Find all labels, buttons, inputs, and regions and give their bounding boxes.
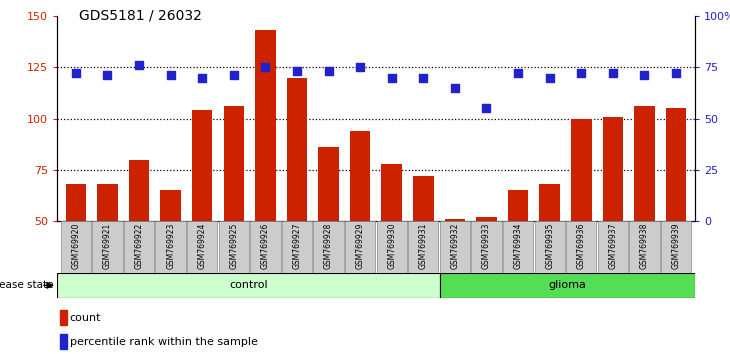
Text: GSM769932: GSM769932 xyxy=(450,223,459,269)
Point xyxy=(196,75,208,80)
Text: GSM769920: GSM769920 xyxy=(72,223,80,269)
Point xyxy=(70,70,82,76)
Bar xyxy=(255,30,276,221)
Text: GSM769938: GSM769938 xyxy=(640,223,649,269)
Bar xyxy=(57,273,439,298)
Text: GSM769924: GSM769924 xyxy=(198,223,207,269)
Text: percentile rank within the sample: percentile rank within the sample xyxy=(69,337,258,347)
Bar xyxy=(377,221,407,273)
Text: GSM769929: GSM769929 xyxy=(356,223,365,269)
Bar xyxy=(250,221,280,273)
Text: GSM769939: GSM769939 xyxy=(672,223,680,269)
Bar xyxy=(97,184,118,221)
Bar xyxy=(282,221,312,273)
Point xyxy=(670,70,682,76)
Bar xyxy=(439,273,695,298)
Bar xyxy=(445,219,465,221)
Point xyxy=(480,105,492,111)
Bar xyxy=(155,221,186,273)
Point xyxy=(260,64,272,70)
Bar xyxy=(661,221,691,273)
Bar xyxy=(287,78,307,221)
Text: GSM769925: GSM769925 xyxy=(229,223,238,269)
Point xyxy=(133,62,145,68)
Text: count: count xyxy=(69,313,101,323)
Point xyxy=(228,73,239,78)
Text: GSM769936: GSM769936 xyxy=(577,223,585,269)
Bar xyxy=(413,176,434,221)
Bar xyxy=(318,147,339,221)
Bar xyxy=(629,221,660,273)
Point xyxy=(386,75,398,80)
Bar xyxy=(508,190,529,221)
Bar xyxy=(128,160,150,221)
Bar xyxy=(161,190,181,221)
Text: GSM769927: GSM769927 xyxy=(293,223,301,269)
Point xyxy=(291,69,303,74)
Bar xyxy=(503,221,533,273)
Bar xyxy=(598,221,628,273)
Point xyxy=(575,70,587,76)
Point xyxy=(165,73,177,78)
Bar xyxy=(666,108,686,221)
Bar xyxy=(350,131,370,221)
Bar xyxy=(92,221,123,273)
Text: GSM769930: GSM769930 xyxy=(387,223,396,269)
Text: GSM769926: GSM769926 xyxy=(261,223,270,269)
Point xyxy=(544,75,556,80)
Point xyxy=(607,70,619,76)
Text: control: control xyxy=(229,280,268,290)
Bar xyxy=(345,221,375,273)
Point xyxy=(639,73,650,78)
Bar xyxy=(534,221,565,273)
Bar xyxy=(472,221,502,273)
Point xyxy=(101,73,113,78)
Text: GSM769933: GSM769933 xyxy=(482,223,491,269)
Bar xyxy=(602,116,623,221)
Text: glioma: glioma xyxy=(548,280,586,290)
Text: GSM769922: GSM769922 xyxy=(134,223,144,269)
Bar xyxy=(566,221,596,273)
Bar xyxy=(66,184,86,221)
Text: GSM769921: GSM769921 xyxy=(103,223,112,269)
Bar xyxy=(382,164,402,221)
Bar xyxy=(60,334,67,349)
Point xyxy=(418,75,429,80)
Bar xyxy=(219,221,249,273)
Point xyxy=(449,85,461,91)
Point xyxy=(512,70,524,76)
Point xyxy=(323,69,334,74)
Bar xyxy=(223,106,244,221)
Bar xyxy=(571,119,591,221)
Point xyxy=(354,64,366,70)
Bar xyxy=(539,184,560,221)
Bar xyxy=(408,221,439,273)
Bar xyxy=(187,221,218,273)
Text: GSM769937: GSM769937 xyxy=(608,223,618,269)
Text: GSM769923: GSM769923 xyxy=(166,223,175,269)
Bar xyxy=(124,221,154,273)
Text: GDS5181 / 26032: GDS5181 / 26032 xyxy=(79,9,201,23)
Text: GSM769935: GSM769935 xyxy=(545,223,554,269)
Text: GSM769934: GSM769934 xyxy=(514,223,523,269)
Text: GSM769928: GSM769928 xyxy=(324,223,333,269)
Bar xyxy=(60,310,67,325)
Text: GSM769931: GSM769931 xyxy=(419,223,428,269)
Bar xyxy=(313,221,344,273)
Bar xyxy=(634,106,655,221)
Text: disease state: disease state xyxy=(0,280,53,290)
Bar xyxy=(192,110,212,221)
Bar xyxy=(439,221,470,273)
Bar xyxy=(476,217,496,221)
Bar xyxy=(61,221,91,273)
